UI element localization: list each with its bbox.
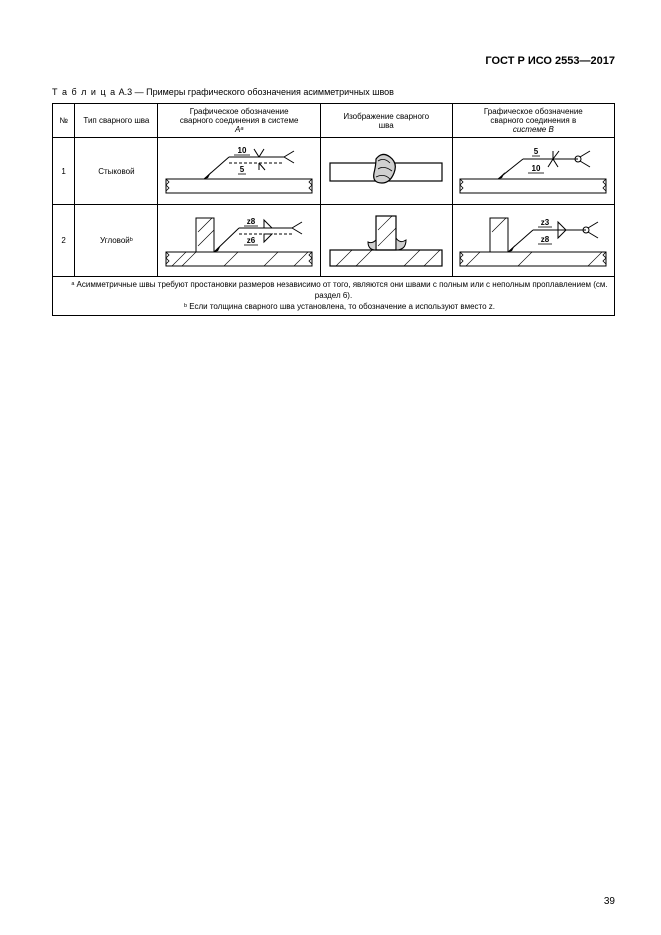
caption-rest: А.3 — Примеры графического обозначения а… <box>116 87 394 97</box>
row-num: 1 <box>53 138 75 205</box>
svg-text:5: 5 <box>240 165 245 174</box>
doc-header: ГОСТ Р ИСО 2553—2017 <box>52 55 615 67</box>
row-num: 2 <box>53 205 75 277</box>
svg-text:10: 10 <box>532 164 541 173</box>
cell-butt-systemA: 10 5 <box>158 138 320 205</box>
row-name: Угловойᵇ <box>75 205 158 277</box>
table-row: 1 Стыковой <box>53 138 615 205</box>
svg-text:z8: z8 <box>541 235 550 244</box>
cell-fillet-image <box>320 205 452 277</box>
table-row: 2 Угловойᵇ <box>53 205 615 277</box>
svg-text:5: 5 <box>534 147 539 156</box>
table-caption: Т а б л и ц а А.3 — Примеры графического… <box>52 87 615 97</box>
cell-fillet-systemB: z3 z8 <box>452 205 614 277</box>
footnotes-cell: ᵃ Асимметричные швы требуют простановки … <box>53 277 615 316</box>
caption-prefix: Т а б л и ц а <box>52 87 116 97</box>
svg-text:z3: z3 <box>541 218 550 227</box>
svg-text:z6: z6 <box>247 236 256 245</box>
footnotes-row: ᵃ Асимметричные швы требуют простановки … <box>53 277 615 316</box>
svg-text:z8: z8 <box>247 217 256 226</box>
butt-symbol-a-svg: 10 5 <box>164 141 314 201</box>
butt-image-svg <box>326 141 446 201</box>
col-systemA: Графическое обозначение сварного соедине… <box>158 104 320 138</box>
cell-butt-image <box>320 138 452 205</box>
col-type: Тип сварного шва <box>75 104 158 138</box>
cell-fillet-systemA: z8 z6 <box>158 205 320 277</box>
col-systemB: Графическое обозначение сварного соедине… <box>452 104 614 138</box>
fillet-symbol-a-svg: z8 z6 <box>164 208 314 273</box>
table-header-row: № Тип сварного шва Графическое обозначен… <box>53 104 615 138</box>
weld-table: № Тип сварного шва Графическое обозначен… <box>52 103 615 316</box>
col-image: Изображение сварного шва <box>320 104 452 138</box>
fillet-image-svg <box>326 208 446 273</box>
fillet-symbol-b-svg: z3 z8 <box>458 208 608 273</box>
col-num: № <box>53 104 75 138</box>
svg-text:10: 10 <box>238 146 247 155</box>
footnote-b: ᵇ Если толщина сварного шва установлена,… <box>57 302 610 313</box>
row-name: Стыковой <box>75 138 158 205</box>
footnote-a: ᵃ Асимметричные швы требуют простановки … <box>57 280 610 302</box>
cell-butt-systemB: 5 10 <box>452 138 614 205</box>
butt-symbol-b-svg: 5 10 <box>458 141 608 201</box>
page-number: 39 <box>604 896 615 907</box>
page: ГОСТ Р ИСО 2553—2017 Т а б л и ц а А.3 —… <box>0 0 661 935</box>
